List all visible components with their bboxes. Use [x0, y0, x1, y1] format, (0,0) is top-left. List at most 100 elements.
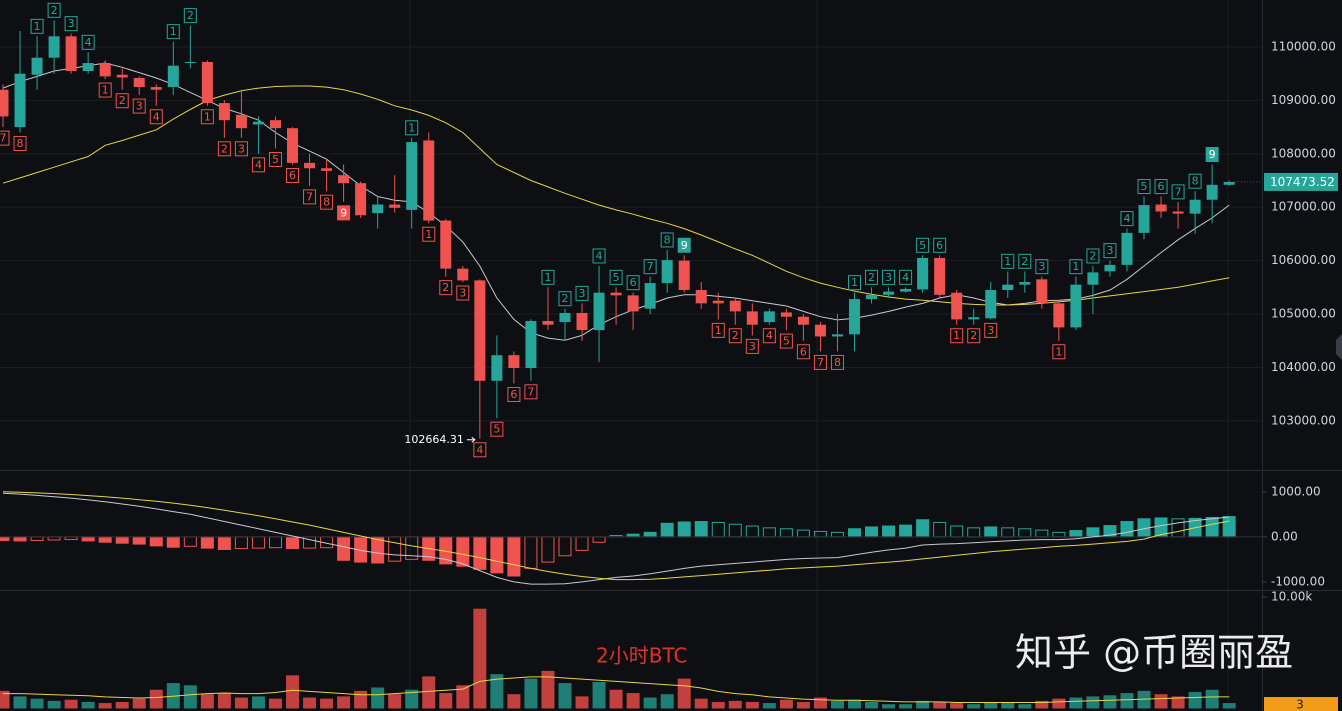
- candle-body: [133, 77, 145, 88]
- td-box: [1205, 147, 1219, 162]
- candle-body: [1155, 204, 1167, 212]
- last-price-tag: [1264, 172, 1338, 191]
- watermark: 知乎 @币圈丽盈: [1015, 631, 1293, 675]
- candle-body: [968, 317, 980, 320]
- volume-bar: [507, 694, 521, 709]
- scroll-handle[interactable]: [1336, 334, 1342, 360]
- td-label: 3: [459, 287, 466, 300]
- candle-body: [678, 260, 690, 291]
- td-box: [813, 354, 827, 370]
- volume-bar: [13, 696, 27, 709]
- td-box: [1035, 259, 1049, 275]
- ma-line: [2, 491, 1230, 581]
- candle-body: [576, 312, 588, 331]
- td-box: [1137, 179, 1151, 195]
- macd-bar: [456, 536, 470, 567]
- td-box: [882, 269, 896, 285]
- volume-bar: [1222, 703, 1236, 709]
- td-label: 3: [1106, 244, 1113, 257]
- td-label: 2: [119, 94, 126, 107]
- volume-bar: [286, 675, 300, 709]
- volume-bar: [320, 698, 334, 709]
- td-label: 7: [527, 385, 534, 398]
- td-label: 5: [783, 335, 790, 348]
- td-label: 7: [647, 260, 654, 273]
- volume-bar: [711, 701, 725, 709]
- td-box: [779, 333, 793, 349]
- td-box: [541, 269, 555, 285]
- last-volume-label: 3: [1296, 698, 1304, 711]
- macd-bar: [984, 526, 998, 538]
- td-box: [13, 135, 27, 151]
- td-label: 4: [153, 110, 160, 123]
- volume-bar: [268, 698, 282, 709]
- macd-bar: [200, 536, 214, 549]
- td-label: 5: [1141, 180, 1148, 193]
- td-box: [984, 322, 998, 338]
- td-box: [830, 354, 844, 370]
- td-label: 1: [715, 324, 722, 337]
- td-label: 3: [749, 340, 756, 353]
- td-box: [524, 384, 538, 400]
- macd-bar: [0, 536, 10, 541]
- candle-body: [593, 292, 605, 331]
- volume-bar: [950, 703, 964, 709]
- panel-annotation: 2小时BTC: [596, 644, 687, 668]
- volume-bar: [882, 704, 896, 709]
- macd-bar: [916, 519, 930, 538]
- volume-bar: [473, 608, 487, 709]
- volume-bar: [1120, 693, 1134, 709]
- candle-body: [900, 288, 912, 292]
- td-label: 4: [255, 158, 262, 171]
- candle-body: [0, 89, 9, 117]
- volume-bar: [1205, 689, 1219, 709]
- volume-bar: [524, 678, 538, 709]
- macd-bar: [337, 536, 351, 561]
- td-box: [422, 226, 436, 242]
- candle-body: [406, 142, 418, 210]
- td-box: [439, 280, 453, 296]
- td-label: 3: [68, 17, 75, 30]
- macd-bar: [1120, 521, 1134, 538]
- td-box: [1120, 211, 1134, 227]
- td-box: [728, 328, 742, 344]
- volume-bar: [439, 693, 453, 709]
- td-box: [286, 168, 300, 183]
- volume-bar: [728, 700, 742, 709]
- volume-bar: [149, 689, 163, 709]
- td-label: 2: [187, 9, 194, 22]
- volume-bar: [830, 700, 844, 709]
- volume-bar: [1035, 700, 1049, 709]
- volume-bar: [132, 698, 146, 709]
- macd-bar: [217, 536, 231, 550]
- candle-body: [917, 257, 929, 290]
- td-label: 1: [1004, 255, 1011, 268]
- macd-bar: [677, 521, 691, 538]
- macd-bar: [865, 526, 879, 538]
- volume-bar: [47, 700, 61, 709]
- volume-bar: [337, 696, 351, 709]
- candle-body: [508, 355, 520, 368]
- td-label: 8: [664, 233, 671, 246]
- y-tick-label: 103000.00: [1271, 413, 1336, 427]
- td-label: 2: [1089, 249, 1096, 262]
- td-box: [64, 16, 78, 32]
- td-box: [1001, 253, 1015, 269]
- y-tick-label: 1000.00: [1271, 484, 1321, 498]
- candle-body: [184, 61, 196, 64]
- td-box: [950, 328, 964, 344]
- candle-body: [201, 61, 213, 104]
- candle-body: [82, 63, 94, 72]
- y-tick-label: 105000.00: [1271, 307, 1336, 321]
- candle-body: [985, 290, 997, 319]
- td-box: [456, 285, 470, 301]
- td-label: 4: [902, 271, 909, 284]
- volume-bar: [1052, 698, 1066, 709]
- td-label: 2: [1021, 255, 1028, 268]
- macd-bar: [507, 536, 521, 577]
- td-box: [967, 328, 981, 344]
- candle-body: [1053, 303, 1065, 328]
- td-label: 5: [613, 271, 620, 284]
- macd-bar: [660, 522, 674, 538]
- candle-body: [1036, 279, 1048, 304]
